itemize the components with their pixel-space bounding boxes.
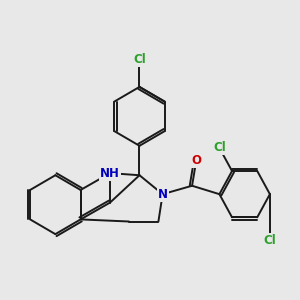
Text: O: O [191, 154, 201, 167]
Text: NH: NH [100, 167, 120, 180]
Text: Cl: Cl [133, 53, 146, 66]
Text: Cl: Cl [263, 234, 276, 247]
Text: Cl: Cl [213, 141, 226, 154]
Text: N: N [158, 188, 168, 201]
